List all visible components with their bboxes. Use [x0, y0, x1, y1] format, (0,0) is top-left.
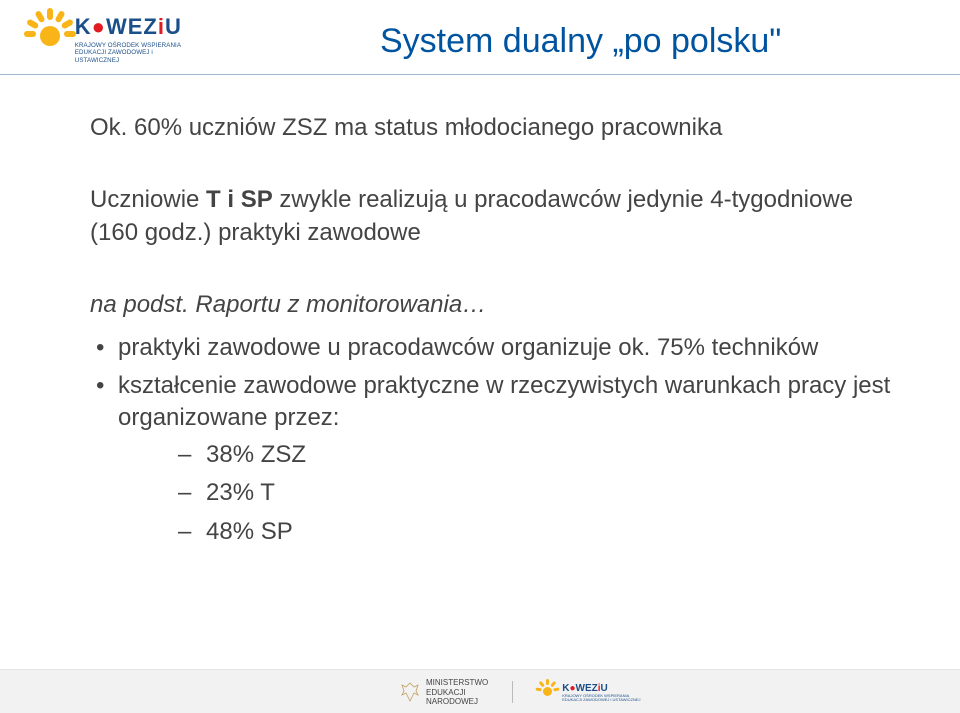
paragraph-2: Uczniowie T i SP zwykle realizują u prac… — [90, 184, 900, 249]
slide-title-wrap: System dualny „po polsku" — [380, 22, 781, 61]
ministry-logo: MINISTERSTWO EDUKACJI NARODOWEJ — [400, 678, 488, 707]
brand-subtitle: KRAJOWY OŚRODEK WSPIERANIA EDUKACJI ZAWO… — [75, 42, 196, 64]
bullet-list: praktyki zawodowe u pracodawców organizu… — [90, 332, 900, 548]
sun-icon — [26, 14, 75, 64]
brand-text: K●WEZiU KRAJOWY OŚRODEK WSPIERANIA EDUKA… — [75, 14, 196, 64]
dash-list: 38% ZSZ 23% T 48% SP — [118, 439, 900, 548]
dash-item-2: 23% T — [178, 477, 900, 509]
brand-wordmark: K●WEZiU — [75, 14, 196, 40]
horizontal-rule — [0, 74, 960, 75]
p2-bold: T i SP — [206, 186, 273, 213]
footer-brand-text: K●WEZiU KRAJOWY OŚRODEK WSPIERANIA EDUKA… — [562, 683, 640, 703]
footer-separator — [512, 681, 513, 703]
p2-prefix: Uczniowie — [90, 186, 206, 213]
paragraph-1: Ok. 60% uczniów ZSZ ma status młodociane… — [90, 112, 900, 144]
eagle-crest-icon — [400, 681, 420, 703]
bullet-item-2: kształcenie zawodowe praktyczne w rzeczy… — [90, 370, 900, 548]
dash-item-3: 48% SP — [178, 516, 900, 548]
footer-logos: MINISTERSTWO EDUKACJI NARODOWEJ K●WEZiU — [400, 678, 641, 707]
footer: MINISTERSTWO EDUKACJI NARODOWEJ K●WEZiU — [0, 669, 960, 713]
slide: K●WEZiU KRAJOWY OŚRODEK WSPIERANIA EDUKA… — [0, 0, 960, 713]
slide-body: Ok. 60% uczniów ZSZ ma status młodociane… — [90, 112, 900, 554]
footer-brand-logo: K●WEZiU KRAJOWY OŚRODEK WSPIERANIA EDUKA… — [537, 681, 640, 703]
paragraph-3: na podst. Raportu z monitorowania… — [90, 289, 900, 321]
slide-title: System dualny „po polsku" — [380, 22, 781, 61]
brand-logo: K●WEZiU KRAJOWY OŚRODEK WSPIERANIA EDUKA… — [26, 14, 196, 68]
dash-item-1: 38% ZSZ — [178, 439, 900, 471]
bullet-item-1: praktyki zawodowe u pracodawców organizu… — [90, 332, 900, 364]
bullet2-text: kształcenie zawodowe praktyczne w rzeczy… — [118, 372, 890, 431]
ministry-text: MINISTERSTWO EDUKACJI NARODOWEJ — [426, 678, 488, 707]
sun-icon — [537, 681, 559, 703]
